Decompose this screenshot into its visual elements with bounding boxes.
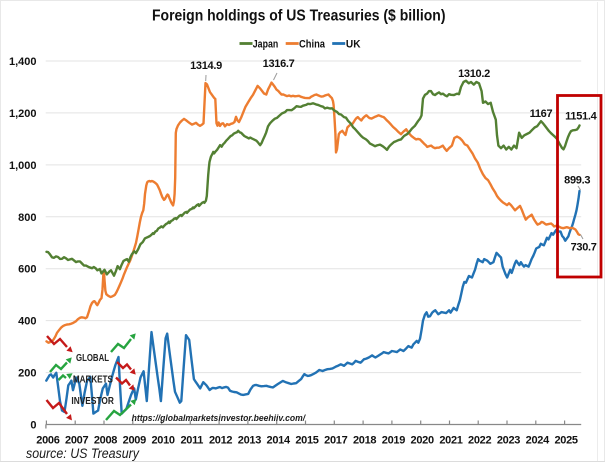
- svg-text:2024: 2024: [526, 435, 550, 447]
- svg-text:1316.7: 1316.7: [263, 58, 295, 70]
- svg-text:2025: 2025: [554, 435, 577, 447]
- svg-text:1,000: 1,000: [9, 160, 37, 172]
- svg-text:2020: 2020: [411, 435, 434, 447]
- svg-text:2018: 2018: [353, 435, 376, 447]
- svg-text:1314.9: 1314.9: [190, 60, 222, 72]
- svg-text:2014: 2014: [267, 435, 291, 447]
- svg-text:400: 400: [18, 316, 36, 328]
- svg-text:2021: 2021: [439, 435, 462, 447]
- svg-text:source: US Treasury: source: US Treasury: [26, 446, 140, 461]
- svg-text:Foreign holdings of US Treasur: Foreign holdings of US Treasuries ($ bil…: [152, 8, 446, 25]
- svg-text:https://globalmarketsinvestor.: https://globalmarketsinvestor.beehiiv.co…: [132, 413, 307, 424]
- svg-text:899.3: 899.3: [564, 175, 590, 187]
- svg-text:China: China: [299, 39, 326, 51]
- svg-text:1151.4: 1151.4: [565, 111, 597, 123]
- svg-text:1,400: 1,400: [9, 56, 37, 68]
- svg-text:INVESTOR: INVESTOR: [71, 395, 114, 407]
- svg-text:2006: 2006: [36, 435, 59, 447]
- svg-text:2013: 2013: [238, 435, 261, 447]
- svg-text:0: 0: [30, 420, 36, 432]
- svg-text:1310.2: 1310.2: [458, 68, 490, 80]
- svg-text:2022: 2022: [468, 435, 491, 447]
- svg-text:1,200: 1,200: [9, 108, 37, 120]
- svg-text:800: 800: [18, 212, 36, 224]
- svg-text:2019: 2019: [382, 435, 405, 447]
- svg-text:GLOBAL: GLOBAL: [76, 352, 109, 364]
- svg-text:UK: UK: [346, 39, 361, 51]
- svg-text:2010: 2010: [151, 435, 174, 447]
- svg-text:600: 600: [18, 264, 36, 276]
- svg-text:2008: 2008: [94, 435, 117, 447]
- svg-text:Japan: Japan: [253, 39, 279, 51]
- svg-text:1167: 1167: [530, 108, 553, 120]
- svg-text:2007: 2007: [65, 435, 88, 447]
- svg-text:2017: 2017: [324, 435, 347, 447]
- svg-text:2023: 2023: [497, 435, 520, 447]
- svg-text:2011: 2011: [180, 435, 203, 447]
- svg-text:2012: 2012: [209, 435, 232, 447]
- svg-text:200: 200: [18, 368, 36, 380]
- svg-text:2009: 2009: [123, 435, 146, 447]
- svg-text:2015: 2015: [295, 435, 318, 447]
- svg-text:730.7: 730.7: [571, 241, 597, 253]
- svg-text:MARKETS: MARKETS: [73, 373, 113, 385]
